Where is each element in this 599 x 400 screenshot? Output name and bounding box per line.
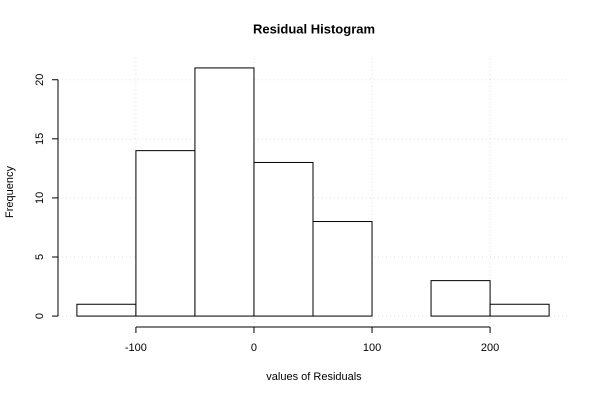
x-tick-label: 0: [251, 342, 257, 354]
x-tick-label: -100: [125, 342, 147, 354]
y-tick-label: 20: [34, 74, 46, 86]
x-axis-label: values of Residuals: [266, 371, 362, 383]
bar: [489, 303, 550, 317]
y-tick-label: 0: [34, 313, 46, 319]
bar: [312, 221, 373, 317]
y-tick-label: 10: [34, 192, 46, 204]
bar: [135, 150, 196, 317]
y-tick-label: 15: [34, 133, 46, 145]
chart-title: Residual Histogram: [253, 21, 375, 36]
x-tick-label: 200: [481, 342, 499, 354]
x-tick-label: 100: [363, 342, 381, 354]
y-tick-label: 5: [34, 254, 46, 260]
bar: [253, 161, 314, 317]
bar: [194, 67, 255, 317]
y-axis-label: Frequency: [4, 166, 16, 218]
bar: [430, 280, 491, 317]
bar: [76, 303, 137, 317]
